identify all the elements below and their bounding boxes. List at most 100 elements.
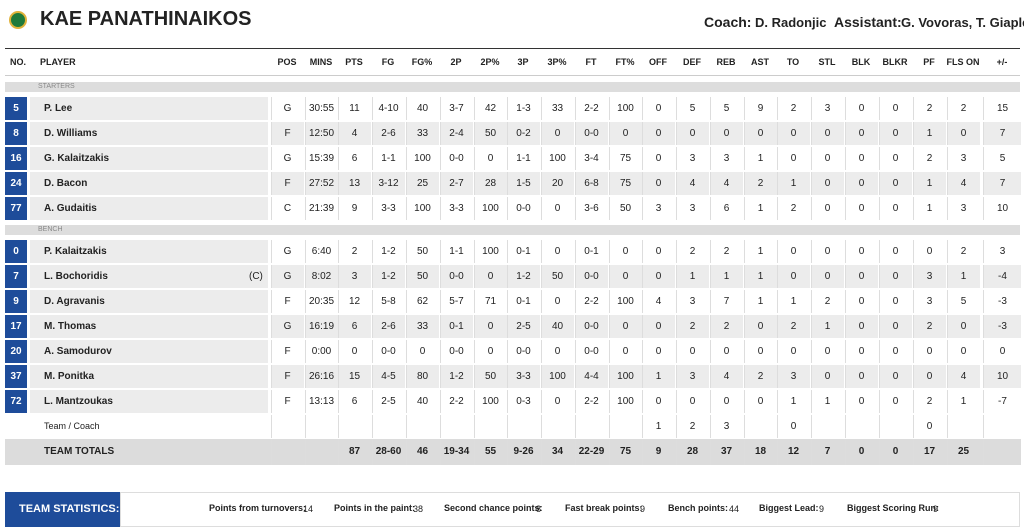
stat-cell: 2-6 bbox=[371, 122, 405, 145]
stat-cell: 1 bbox=[776, 390, 810, 413]
team-stat-value: 38 bbox=[413, 504, 424, 514]
stat-cell: 1 bbox=[810, 315, 844, 338]
club-logo bbox=[9, 11, 27, 29]
coach-name: D. Radonjic bbox=[755, 15, 827, 30]
stat-cell: 1-2 bbox=[506, 265, 540, 288]
stat-cell: 1 bbox=[743, 290, 777, 313]
stat-cell: 0 bbox=[776, 265, 810, 288]
stat-cell: 0 bbox=[641, 240, 675, 263]
stat-cell: 7 bbox=[983, 122, 1021, 145]
stat-cell: 0-0 bbox=[439, 340, 473, 363]
stat-cell: 0 bbox=[810, 122, 844, 145]
stat-cell bbox=[608, 415, 642, 438]
stat-cell: 2-5 bbox=[506, 315, 540, 338]
stat-cell: 1 bbox=[743, 197, 777, 220]
stat-cell: 9 bbox=[641, 439, 675, 465]
stat-cell bbox=[743, 415, 777, 438]
stat-cell: 3 bbox=[776, 365, 810, 388]
stat-cell: 0 bbox=[878, 197, 912, 220]
stat-cell: 50 bbox=[405, 265, 439, 288]
stat-cell: 5-8 bbox=[371, 290, 405, 313]
stat-cell: 4 bbox=[675, 172, 709, 195]
stat-cell: 0 bbox=[844, 439, 878, 465]
column-header: FG bbox=[381, 57, 395, 67]
stat-cell: 2 bbox=[675, 415, 709, 438]
stat-cell: 18 bbox=[743, 439, 777, 465]
stat-cell: 50 bbox=[473, 122, 507, 145]
stat-cell: 0 bbox=[675, 122, 709, 145]
totals-label: TEAM TOTALS bbox=[44, 446, 115, 457]
stat-cell: 4-10 bbox=[371, 97, 405, 120]
stat-cell: 1 bbox=[709, 265, 743, 288]
team-stat-value: 44 bbox=[729, 504, 740, 514]
stat-cell: 13 bbox=[337, 172, 371, 195]
stat-cell: 0 bbox=[844, 122, 878, 145]
stat-cell: 100 bbox=[540, 147, 574, 170]
stat-cell: 3 bbox=[337, 265, 371, 288]
stat-cell: F bbox=[270, 290, 304, 313]
stat-cell: 3-3 bbox=[439, 197, 473, 220]
stat-cell bbox=[270, 415, 304, 438]
column-header: TO bbox=[786, 57, 800, 67]
stat-cell: 1-1 bbox=[439, 240, 473, 263]
jersey-number: 77 bbox=[5, 197, 27, 220]
stat-cell: 9 bbox=[743, 97, 777, 120]
stat-cell: 2-2 bbox=[439, 390, 473, 413]
stat-cell: 0 bbox=[473, 147, 507, 170]
column-header: 2P bbox=[450, 57, 462, 67]
stat-cell: F bbox=[270, 122, 304, 145]
player-name: P. Lee bbox=[30, 97, 268, 120]
stat-cell: 2 bbox=[776, 315, 810, 338]
stat-cell: 3-6 bbox=[574, 197, 608, 220]
stat-cell: 21:39 bbox=[304, 197, 338, 220]
stat-cell: 0 bbox=[675, 340, 709, 363]
stat-cell: 27:52 bbox=[304, 172, 338, 195]
team-stat-value: 9 bbox=[933, 504, 939, 514]
stat-cell: 0-0 bbox=[506, 340, 540, 363]
stat-cell: 0 bbox=[878, 439, 912, 465]
stat-cell: 3 bbox=[946, 147, 980, 170]
stat-cell: 0 bbox=[608, 340, 642, 363]
stat-cell: 0 bbox=[776, 147, 810, 170]
stat-cell: 100 bbox=[405, 197, 439, 220]
stat-cell: 2 bbox=[912, 97, 946, 120]
stat-cell: 0 bbox=[776, 340, 810, 363]
stat-cell: 4 bbox=[641, 290, 675, 313]
column-header: 2P% bbox=[480, 57, 500, 67]
stat-cell: 9-26 bbox=[506, 439, 540, 465]
stat-cell: 0 bbox=[540, 290, 574, 313]
stat-cell: 1 bbox=[776, 290, 810, 313]
stat-cell: 0 bbox=[608, 240, 642, 263]
player-name: A. Samodurov bbox=[30, 340, 268, 363]
stat-cell bbox=[506, 415, 540, 438]
stat-cell: 0 bbox=[641, 390, 675, 413]
stat-cell: 2 bbox=[743, 172, 777, 195]
stat-cell: 3 bbox=[912, 290, 946, 313]
stat-cell: 75 bbox=[608, 147, 642, 170]
stat-cell: 0-2 bbox=[506, 122, 540, 145]
team-stat-label: Biggest Lead: bbox=[759, 503, 819, 513]
stat-cell: 5 bbox=[709, 97, 743, 120]
stat-cell: 9 bbox=[337, 197, 371, 220]
stat-cell: 1 bbox=[675, 265, 709, 288]
stat-cell: 0-0 bbox=[574, 122, 608, 145]
team-title: KAE PANATHINAIKOS bbox=[40, 8, 252, 30]
column-header: DEF bbox=[683, 57, 701, 67]
stat-cell: 0-1 bbox=[574, 240, 608, 263]
stat-cell bbox=[270, 439, 304, 465]
player-name: P. Kalaitzakis bbox=[30, 240, 268, 263]
stat-cell: 17 bbox=[912, 439, 946, 465]
stat-cell: 12 bbox=[776, 439, 810, 465]
stat-cell: 0 bbox=[844, 390, 878, 413]
stat-cell bbox=[810, 415, 844, 438]
player-name: M. Ponitka bbox=[30, 365, 268, 388]
team-stat-label: Points from turnovers: bbox=[209, 503, 307, 513]
stat-cell: 28 bbox=[675, 439, 709, 465]
stat-cell: 87 bbox=[337, 439, 371, 465]
stat-cell: 50 bbox=[405, 240, 439, 263]
team-stat-value: 14 bbox=[303, 504, 314, 514]
header-border bbox=[5, 48, 1020, 76]
stat-cell: 2-4 bbox=[439, 122, 473, 145]
stat-cell: 100 bbox=[473, 240, 507, 263]
column-header: PTS bbox=[345, 57, 363, 67]
